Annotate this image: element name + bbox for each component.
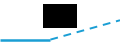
Bar [43,4,77,28]
